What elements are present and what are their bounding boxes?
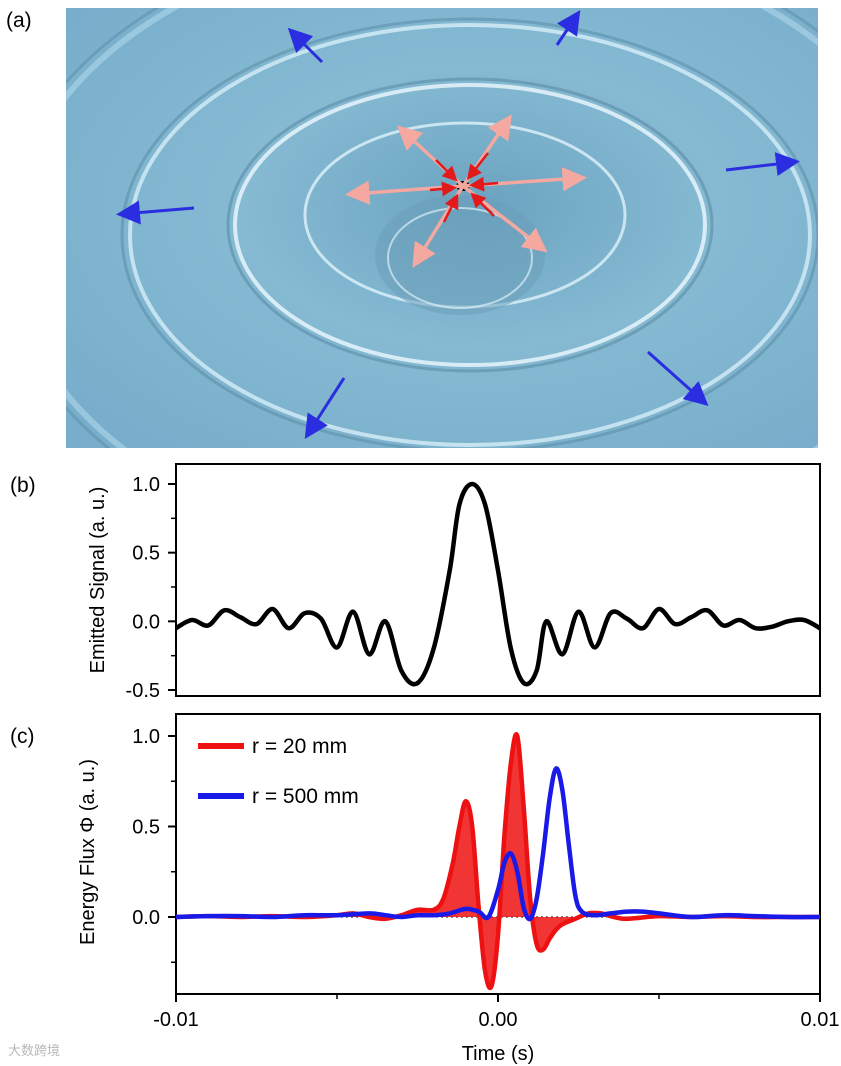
ripple-ring (387, 207, 533, 309)
ripple-ring (233, 83, 707, 367)
plot-frame (175, 463, 821, 697)
inward-arrow (429, 181, 457, 197)
ripple-illustration (66, 8, 818, 448)
ripple-ring (128, 23, 812, 447)
x-tick-label: 0.01 (801, 1009, 840, 1031)
inward-arrow (442, 193, 459, 223)
outward-arrow (304, 377, 346, 440)
legend: r = 20 mm r = 500 mm (198, 735, 359, 808)
outward-arrow (116, 200, 195, 225)
x-tick-label: -0.01 (153, 1009, 199, 1031)
panel-label-a: (a) (6, 9, 32, 32)
y-axis-label: Energy Flux Φ (a. u.) (77, 759, 99, 945)
y-tick-label: 1.0 (132, 474, 160, 496)
ripple-ring (226, 77, 714, 373)
outward-arrow (555, 10, 581, 46)
y-ticks: 1.0 0.5 0.0 (132, 726, 176, 963)
emitted-signal-chart: Emitted Signal (a. u.) 1.0 0.5 0.0 -0.5 (87, 463, 822, 702)
outward-arrow (287, 27, 324, 64)
series-line-r20mm (175, 732, 820, 991)
inward-arrows (429, 152, 499, 223)
inward-arrow (435, 159, 458, 182)
y-axis-label: Emitted Signal (a. u.) (87, 487, 109, 674)
inward-arrow (469, 176, 499, 192)
x-ticks: -0.01 0.00 0.01 (153, 994, 839, 1031)
panel-label-b: (b) (10, 474, 36, 497)
outward-arrow (725, 152, 800, 177)
series-line-emitted (174, 481, 822, 687)
y-ticks: 1.0 0.5 0.0 -0.5 (126, 474, 176, 702)
series-line-r500mm (175, 766, 821, 922)
y-tick-label: 0.0 (132, 611, 160, 633)
inward-arrow (470, 192, 495, 217)
y-tick-label: 0.5 (132, 543, 160, 565)
watermark: 大数跨境 (8, 1044, 61, 1059)
x-axis-label: Time (s) (462, 1043, 535, 1065)
legend-label-r20mm: r = 20 mm (252, 735, 347, 758)
x-tick-label: 0.00 (479, 1009, 518, 1031)
outward-arrows (116, 10, 800, 440)
panel-label-c: (c) (10, 725, 35, 748)
y-tick-label: 0.0 (132, 907, 160, 929)
y-tick-label: 1.0 (132, 726, 160, 748)
legend-label-r500mm: r = 500 mm (252, 785, 359, 808)
y-tick-label: 0.5 (132, 817, 160, 839)
outward-arrow (647, 350, 709, 406)
ripple-ring (120, 17, 818, 448)
y-tick-label: -0.5 (126, 680, 160, 702)
water-dip (375, 195, 545, 315)
inward-arrow (466, 152, 489, 180)
energy-flux-chart: Energy Flux Φ (a. u.) Time (s) 1.0 0.5 0.0… (77, 713, 839, 1065)
